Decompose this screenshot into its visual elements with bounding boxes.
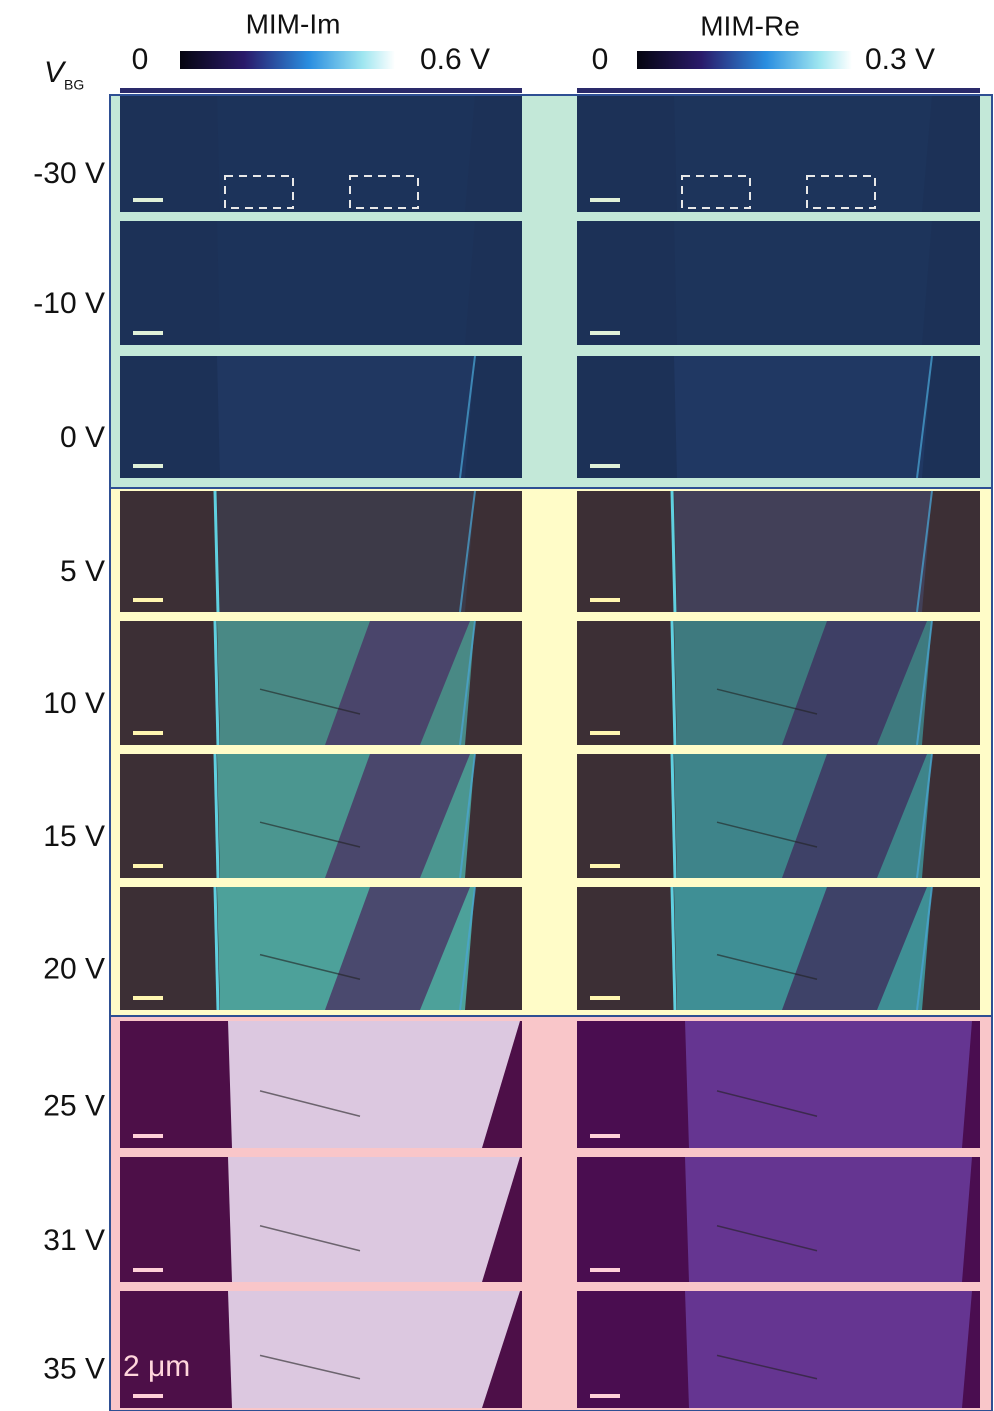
scale-bar-label: 2 μm	[123, 1350, 190, 1383]
sample-band	[685, 1291, 972, 1408]
sample-band	[685, 1157, 972, 1282]
sample-band	[217, 221, 475, 345]
sample-band	[674, 356, 932, 478]
sample-band	[674, 491, 932, 612]
sample-band	[217, 356, 475, 478]
colorbar-title: MIM-Re	[700, 10, 800, 41]
row-label: 20 V	[43, 953, 105, 986]
colorbar	[180, 51, 395, 69]
row-label: 10 V	[43, 687, 105, 720]
sample-band	[228, 1157, 520, 1282]
colorbar	[637, 51, 852, 69]
row-label: 31 V	[43, 1224, 105, 1257]
sample-band	[674, 96, 932, 212]
row-label: 35 V	[43, 1352, 105, 1385]
colorbar-min: 0	[592, 43, 609, 76]
top-strip	[577, 88, 980, 93]
top-strip	[120, 88, 522, 93]
sample-band	[228, 1021, 520, 1148]
figure: MIM-Im 0 0.6 V MIM-Re 0 0.3 V V BG -30 V…	[0, 0, 994, 1411]
row-label: -30 V	[33, 157, 105, 190]
row-label: 15 V	[43, 820, 105, 853]
axis-subscript: BG	[64, 77, 84, 93]
colorbar-max: 0.3 V	[865, 43, 935, 76]
row-label: 0 V	[60, 421, 105, 454]
row-label: 5 V	[60, 555, 105, 588]
sample-band	[217, 491, 475, 612]
sample-band	[228, 1291, 520, 1408]
row-label: -10 V	[33, 287, 105, 320]
sample-band	[685, 1021, 972, 1148]
colorbar-title: MIM-Im	[246, 8, 341, 39]
sample-band	[217, 96, 475, 212]
colorbar-min: 0	[132, 43, 149, 76]
colorbar-max: 0.6 V	[420, 43, 490, 76]
sample-band	[674, 221, 932, 345]
row-label: 25 V	[43, 1089, 105, 1122]
